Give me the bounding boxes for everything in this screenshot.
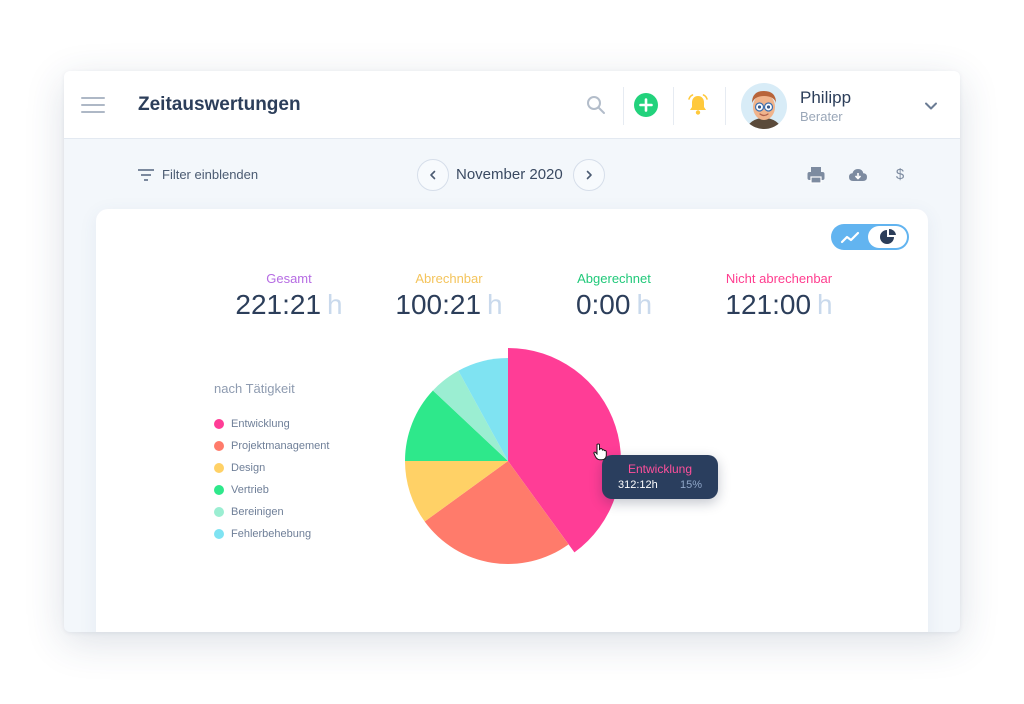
chart-view-toggle[interactable] [831,224,909,250]
filter-icon [138,168,154,181]
legend-label: Design [231,462,266,474]
next-month-button[interactable] [573,159,605,191]
legend-dot [214,419,224,429]
legend-item[interactable]: Design [214,457,329,479]
stat-number: 221:21 [235,289,322,320]
legend-item[interactable]: Bereinigen [214,501,329,523]
legend-item[interactable]: Projektmanagement [214,435,329,457]
stat-unit: h [636,289,653,320]
tooltip-title: Entwicklung [627,462,693,476]
stat-value: 221:21 h [204,289,374,321]
stat-total: Gesamt 221:21 h [204,271,374,321]
stat-label: Gesamt [266,271,312,286]
stat-label: Abgerechnet [577,271,651,286]
pie-chart-icon[interactable] [879,228,897,246]
dollar-icon[interactable]: $ [895,166,905,183]
month-label: November 2020 [456,166,563,183]
hand-cursor-icon [593,443,607,461]
toolbar: Filter einblenden November 2020 $ [64,139,960,209]
stat-billable: Abrechnbar 100:21 h [364,271,534,321]
app-window: Zeitauswertungen [64,71,960,632]
stat-value: 100:21 h [364,289,534,321]
stat-value: 121:00 h [694,289,864,321]
stat-label: Nicht abrechenbar [725,271,833,286]
stat-number: 0:00 [575,289,631,320]
top-bar: Zeitauswertungen [64,71,960,139]
divider [673,87,674,125]
print-icon[interactable] [806,165,826,185]
pie-slice-vertrieb[interactable] [405,390,508,461]
legend-label: Bereinigen [231,506,284,518]
divider [623,87,624,125]
filter-label: Filter einblenden [162,167,259,182]
avatar[interactable] [741,83,787,129]
stat-non-billable: Nicht abrechenbar 121:00 h [694,271,864,321]
menu-icon[interactable] [81,97,105,115]
pie-slice-bereinigen[interactable] [432,370,508,461]
activity-pie-chart [405,348,621,564]
report-card: Gesamt 221:21 h Abrechnbar 100:21 h Abgere… [96,209,928,632]
search-icon[interactable] [584,93,608,117]
legend-dot [214,441,224,451]
bell-icon[interactable] [686,93,710,117]
legend-item[interactable]: Vertrieb [214,479,329,501]
stat-unit: h [327,289,343,320]
legend: Entwicklung Projektmanagement Design Ver… [214,413,329,545]
chevron-down-icon[interactable] [922,97,940,115]
legend-title: nach Tätigkeit [214,381,295,396]
legend-dot [214,463,224,473]
tooltip-hours: 312:12h [618,479,658,491]
chevron-left-icon [430,170,436,180]
filter-button[interactable]: Filter einblenden [138,167,258,182]
legend-label: Vertrieb [231,484,269,496]
previous-month-button[interactable] [417,159,449,191]
line-chart-icon[interactable] [840,229,860,245]
stat-unit: h [487,289,503,320]
pie-slice-fehlerbehebung[interactable] [458,358,508,461]
pie-slice-design[interactable] [405,461,508,522]
legend-dot [214,529,224,539]
legend-dot [214,507,224,517]
add-icon[interactable] [634,93,658,117]
stat-unit: h [817,289,833,320]
user-name: Philipp [800,88,852,107]
legend-item[interactable]: Entwicklung [214,413,329,435]
legend-label: Entwicklung [231,418,290,430]
divider [725,87,726,125]
page-title: Zeitauswertungen [138,94,301,115]
pie-slice-entwicklung[interactable] [508,348,621,553]
stat-value: 0:00 h [529,289,699,321]
tooltip-percent: 15% [679,479,702,491]
pie-slice-projektmanagement[interactable] [424,461,569,564]
user-role: Berater [800,109,843,124]
stat-number: 100:21 [395,289,482,320]
stat-billed: Abgerechnet 0:00 h [529,271,699,321]
legend-dot [214,485,224,495]
chevron-right-icon [586,170,592,180]
legend-label: Fehlerbehebung [231,528,312,540]
cloud-download-icon[interactable] [848,165,868,185]
legend-item[interactable]: Fehlerbehebung [214,523,329,545]
legend-label: Projektmanagement [231,440,330,452]
chart-tooltip: Entwicklung 312:12h 15% [602,455,718,499]
stat-number: 121:00 [725,289,812,320]
stat-label: Abrechnbar [415,271,483,286]
